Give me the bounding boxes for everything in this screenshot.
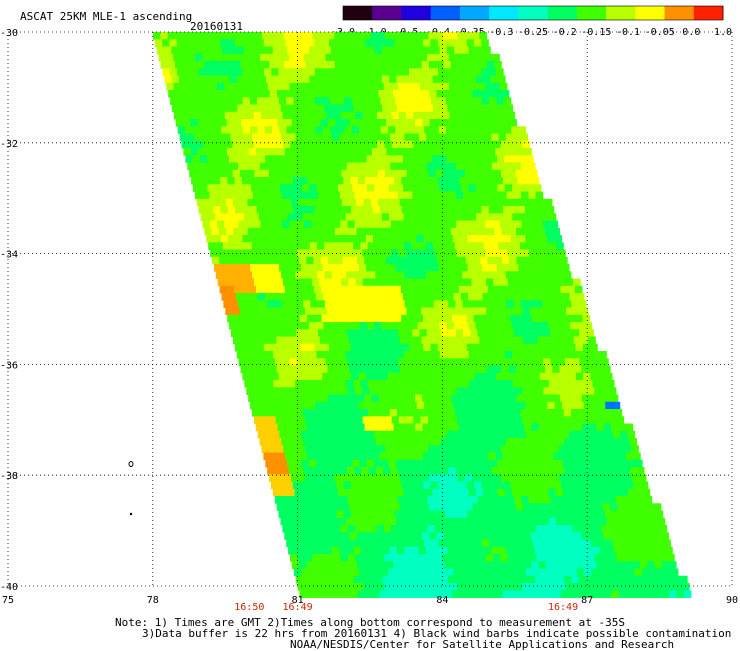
- colorbar-tick-label: 0.0: [682, 27, 700, 38]
- colorbar-segment: [693, 6, 724, 20]
- longitude-label: 75: [2, 595, 14, 606]
- colorbar-tick-label: -0.15: [581, 27, 611, 38]
- colorbar-tick-label: -0.25: [518, 27, 548, 38]
- colorbar-segment: [664, 6, 695, 20]
- colorbar-segment: [547, 6, 578, 20]
- latitude-label: -32: [0, 139, 18, 150]
- footer-note-1: Note: 1) Times are GMT 2)Times along bot…: [115, 616, 625, 629]
- longitude-label: 81: [292, 595, 304, 606]
- latitude-label: -34: [0, 250, 18, 261]
- footer-note-2: 3)Data buffer is 22 hrs from 20160131 4)…: [142, 627, 732, 640]
- latitude-label: -40: [0, 582, 18, 593]
- longitude-label: 87: [581, 595, 593, 606]
- product-title: ASCAT 25KM MLE-1 ascending: [20, 10, 193, 23]
- wind-swath: [153, 32, 692, 598]
- axis-labels: -30 -32 -34 -36 -38 -40 75 78 81 84 87 90: [0, 28, 738, 606]
- longitude-label: 84: [436, 595, 448, 606]
- footer-credit: NOAA/NESDIS/Center for Satellite Applica…: [290, 638, 675, 651]
- map-frame: [7, 31, 733, 587]
- longitude-label: 90: [726, 595, 738, 606]
- longitude-label: 78: [147, 595, 159, 606]
- colorbar-segment: [372, 6, 402, 20]
- colorbar-segment: [489, 6, 519, 20]
- colorbar-segment: [459, 6, 490, 20]
- colorbar-segment: [401, 6, 432, 20]
- colorbar-segment: [343, 6, 373, 20]
- colorbar: [342, 5, 724, 21]
- product-date: 20160131: [190, 20, 243, 33]
- time-label: 16:49: [548, 602, 578, 613]
- latitude-label: -30: [0, 28, 18, 39]
- colorbar-segment: [576, 6, 607, 20]
- island-outline: [128, 461, 134, 516]
- colorbar-tick-label: -0.3: [489, 27, 513, 38]
- lat-lon-grid: [8, 32, 732, 586]
- colorbar-tick-label: -0.05: [645, 27, 675, 38]
- colorbar-segment: [606, 6, 636, 20]
- colorbar-tick-label: -0.2: [553, 27, 577, 38]
- time-label: 16:49: [283, 602, 313, 613]
- time-labels: 16:50 16:49 16:49: [234, 602, 578, 613]
- time-label: 16:50: [234, 602, 264, 613]
- colorbar-segment: [430, 6, 461, 20]
- colorbar-tick-label: -0.1: [616, 27, 640, 38]
- colorbar-segment: [518, 6, 549, 20]
- colorbar-segment: [635, 6, 666, 20]
- latitude-label: -36: [0, 360, 18, 371]
- latitude-label: -38: [0, 471, 18, 482]
- colorbar-tick-label: 1.0: [714, 27, 732, 38]
